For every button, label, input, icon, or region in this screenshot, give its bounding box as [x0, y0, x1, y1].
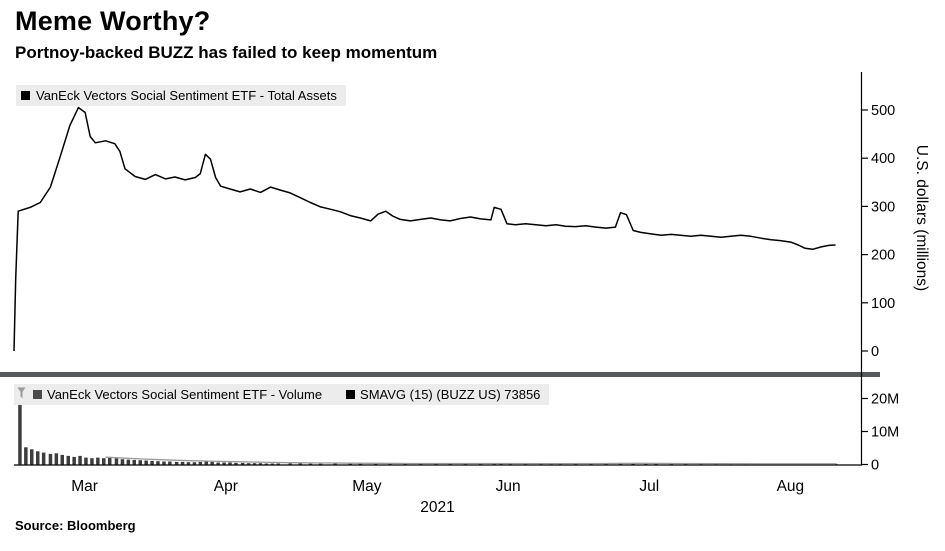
volume-bar — [168, 461, 172, 465]
volume-bar — [252, 463, 257, 465]
volume-legend-label: VanEck Vectors Social Sentiment ETF - Vo… — [47, 387, 323, 402]
volume-bar — [60, 454, 64, 465]
volume-bar — [126, 459, 131, 465]
x-tick-label: Aug — [777, 478, 805, 495]
volume-bar — [78, 455, 82, 465]
volume-bar — [180, 461, 185, 465]
volume-bar — [41, 452, 46, 465]
volume-bar — [333, 463, 337, 465]
volume-bar — [222, 462, 226, 465]
y-tick-label: 200 — [871, 248, 895, 264]
study-funnel-icon — [17, 387, 26, 402]
volume-bar — [198, 461, 203, 465]
volume-bar — [348, 463, 352, 465]
smavg-swatch-icon — [346, 390, 356, 399]
volume-bar — [156, 461, 160, 465]
volume-bar — [358, 463, 363, 465]
x-tick-label: Apr — [214, 478, 238, 495]
y-tick-label: 400 — [871, 151, 895, 167]
volume-bar — [114, 458, 119, 465]
volume-bar — [276, 463, 280, 465]
volume-bar — [192, 462, 197, 465]
volume-bar — [240, 462, 245, 465]
volume-bar — [186, 462, 191, 465]
y-tick-label: 0 — [871, 344, 879, 360]
volume-bar — [102, 458, 106, 465]
volume-bar — [246, 463, 251, 465]
x-tick-label: May — [352, 478, 382, 495]
volume-bar — [120, 459, 125, 465]
y-tick-label: 20M — [871, 392, 899, 408]
panel-divider — [0, 372, 880, 377]
y-tick-label: 10M — [871, 425, 899, 441]
volume-bar — [66, 455, 70, 465]
volume-bar — [210, 461, 214, 465]
volume-legend: VanEck Vectors Social Sentiment ETF - Vo… — [14, 384, 550, 405]
volume-bar — [96, 457, 100, 465]
volume-bar — [228, 462, 232, 465]
volume-bar — [24, 447, 28, 465]
volume-bar — [30, 449, 34, 465]
y-tick-label: 100 — [871, 296, 895, 312]
assets-swatch-icon — [21, 91, 30, 100]
volume-bar — [48, 453, 53, 465]
volume-bar — [90, 458, 94, 465]
volume-bar — [138, 460, 142, 465]
chart-title: Meme Worthy? — [15, 6, 211, 36]
x-tick-label: Mar — [71, 478, 98, 495]
assets-legend-label: VanEck Vectors Social Sentiment ETF - To… — [36, 88, 337, 103]
chart-subtitle: Portnoy-backed BUZZ has failed to keep m… — [15, 43, 438, 62]
volume-bar — [308, 463, 313, 465]
volume-bar — [216, 462, 220, 465]
volume-swatch-icon — [33, 390, 42, 399]
smavg-line — [105, 456, 836, 465]
volume-bar — [258, 463, 263, 465]
volume-bar — [36, 451, 40, 465]
total-assets-line — [13, 106, 836, 352]
volume-bar — [264, 463, 269, 465]
volume-bar — [144, 460, 148, 465]
smavg-legend-label: SMAVG (15) (BUZZ US) 73856 — [360, 387, 541, 402]
volume-bar — [373, 463, 378, 465]
y-axis-title: U.S. dollars (millions) — [913, 145, 930, 291]
y-tick-label: 300 — [871, 199, 895, 215]
volume-bar — [18, 390, 22, 465]
volume-bar — [54, 453, 59, 465]
volume-bar — [162, 461, 166, 465]
volume-bar — [72, 456, 76, 465]
volume-bar — [204, 461, 208, 465]
volume-bar — [298, 463, 302, 465]
y-tick-label: 0 — [871, 458, 879, 474]
x-tick-label: Jun — [496, 478, 521, 495]
volume-bar — [174, 461, 179, 465]
volume-bar — [150, 460, 154, 465]
x-axis-year-label: 2021 — [420, 499, 454, 516]
volume-bar — [318, 463, 323, 465]
volume-bar — [132, 459, 136, 465]
volume-bar — [288, 463, 292, 465]
x-tick-label: Jul — [639, 478, 659, 495]
volume-bar — [388, 463, 392, 465]
volume-bar — [108, 456, 112, 465]
y-tick-label: 500 — [871, 103, 895, 119]
volume-bar — [84, 457, 88, 465]
assets-legend: VanEck Vectors Social Sentiment ETF - To… — [16, 85, 346, 106]
volume-bar — [270, 463, 275, 465]
source-line: Source: Bloomberg — [15, 518, 136, 533]
volume-bar — [234, 462, 238, 465]
